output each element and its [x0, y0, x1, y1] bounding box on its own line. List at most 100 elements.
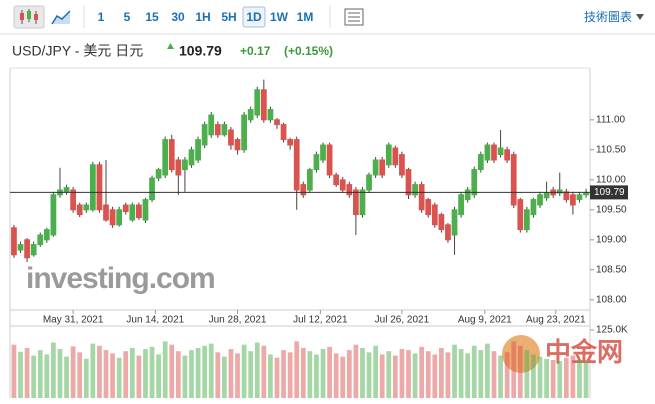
candle-body: [524, 209, 530, 231]
candle-body: [24, 239, 30, 259]
volume-bar: [327, 346, 332, 398]
candle-body: [188, 149, 195, 166]
volume-bar: [189, 350, 194, 398]
watermark-brand: investing.com: [26, 262, 215, 295]
candle-body: [471, 169, 478, 196]
volume-bar: [129, 347, 135, 398]
candle-body: [372, 159, 379, 176]
toolbar: 技術圖表: [0, 5, 655, 35]
volume-bar: [195, 347, 201, 398]
volume-bar: [504, 352, 510, 398]
interval-button[interactable]: 1M: [297, 10, 314, 24]
volume-bar: [77, 352, 83, 398]
volume-bar: [143, 349, 148, 398]
candle-body: [96, 164, 103, 211]
interval-button[interactable]: 1H: [195, 10, 210, 24]
candle-body: [392, 147, 399, 166]
candle-body: [366, 174, 372, 191]
volume-bar: [307, 351, 313, 398]
candle-body: [491, 144, 497, 161]
candle-body: [182, 159, 188, 171]
interval-button[interactable]: 1D: [246, 10, 262, 24]
volume-bar: [445, 352, 451, 398]
candle-body: [155, 169, 162, 179]
candle-body: [464, 189, 471, 201]
candle-body: [293, 139, 300, 191]
interval-button[interactable]: 5: [124, 10, 131, 24]
volume-bar: [498, 355, 503, 398]
volume-bar: [37, 350, 43, 398]
table-icon[interactable]: [344, 8, 364, 26]
candle-body: [168, 139, 175, 171]
volume-bar: [333, 353, 339, 398]
candle-body: [530, 199, 537, 216]
volume-bar: [287, 352, 293, 398]
volume-bar: [346, 350, 352, 398]
volume-bar: [465, 353, 471, 398]
volume-bar: [97, 345, 102, 398]
candle-body: [43, 229, 50, 241]
candle-body: [122, 204, 129, 213]
volume-bar: [425, 351, 431, 398]
volume-bar: [491, 351, 497, 398]
volume-bar: [44, 354, 50, 398]
volume-bar: [261, 345, 267, 398]
volume-bar: [471, 345, 477, 398]
candle-body: [543, 192, 550, 199]
candle-body: [326, 144, 333, 176]
y-tick-label: 108.50: [596, 264, 627, 275]
volume-bar: [202, 345, 208, 398]
volume-bar: [51, 342, 56, 398]
candle-body: [234, 139, 241, 151]
candle-body: [63, 187, 70, 193]
volume-bar: [228, 349, 234, 398]
candle-body: [30, 244, 37, 256]
candle-body: [241, 114, 247, 151]
candle-body: [267, 109, 274, 121]
candle-body: [313, 154, 320, 171]
candle-body: [346, 184, 353, 196]
x-tick-label: Jun 28, 2021: [209, 315, 267, 326]
candle-body: [109, 209, 116, 226]
interval-button[interactable]: 30: [171, 10, 185, 24]
volume-bar: [412, 353, 418, 398]
candle-body: [451, 209, 458, 236]
volume-bar: [452, 344, 457, 398]
chart-link[interactable]: 技術圖表: [584, 10, 632, 24]
interval-button[interactable]: 15: [145, 10, 159, 24]
candle-body: [418, 184, 425, 211]
volume-bar: [544, 358, 549, 398]
x-tick-label: Jul 12, 2021: [293, 315, 348, 326]
price-change-pct: (+0.15%): [284, 44, 333, 58]
volume-bar: [557, 361, 563, 398]
volume-bar: [570, 355, 576, 398]
candle-body: [17, 244, 24, 251]
candle-body: [517, 199, 524, 231]
y-tick-label: 110.50: [596, 144, 626, 155]
interval-button[interactable]: 1: [98, 10, 105, 24]
area-icon[interactable]: [51, 10, 71, 25]
volume-bar: [320, 349, 326, 398]
price-change: +0.17: [240, 44, 271, 58]
volume-bar: [156, 354, 161, 398]
candle-body: [399, 154, 405, 176]
candle-body: [379, 159, 386, 176]
volume-bar: [162, 341, 168, 398]
interval-button[interactable]: 1W: [270, 10, 289, 24]
volume-bar: [340, 356, 346, 398]
volume-bar: [123, 351, 129, 398]
volume-bar: [511, 341, 517, 398]
volume-bar: [281, 350, 286, 398]
volume-bar: [136, 355, 142, 398]
interval-button[interactable]: 5H: [221, 10, 236, 24]
candle-icon[interactable]: [13, 5, 45, 29]
volume-bar: [379, 354, 385, 398]
candle-body: [431, 204, 438, 226]
volume-bar: [268, 354, 273, 398]
candle-body: [162, 139, 169, 176]
volume-bar: [241, 344, 247, 398]
volume-bar: [373, 345, 378, 398]
up-arrow: [167, 43, 174, 49]
x-tick-label: Aug 9, 2021: [458, 315, 512, 326]
